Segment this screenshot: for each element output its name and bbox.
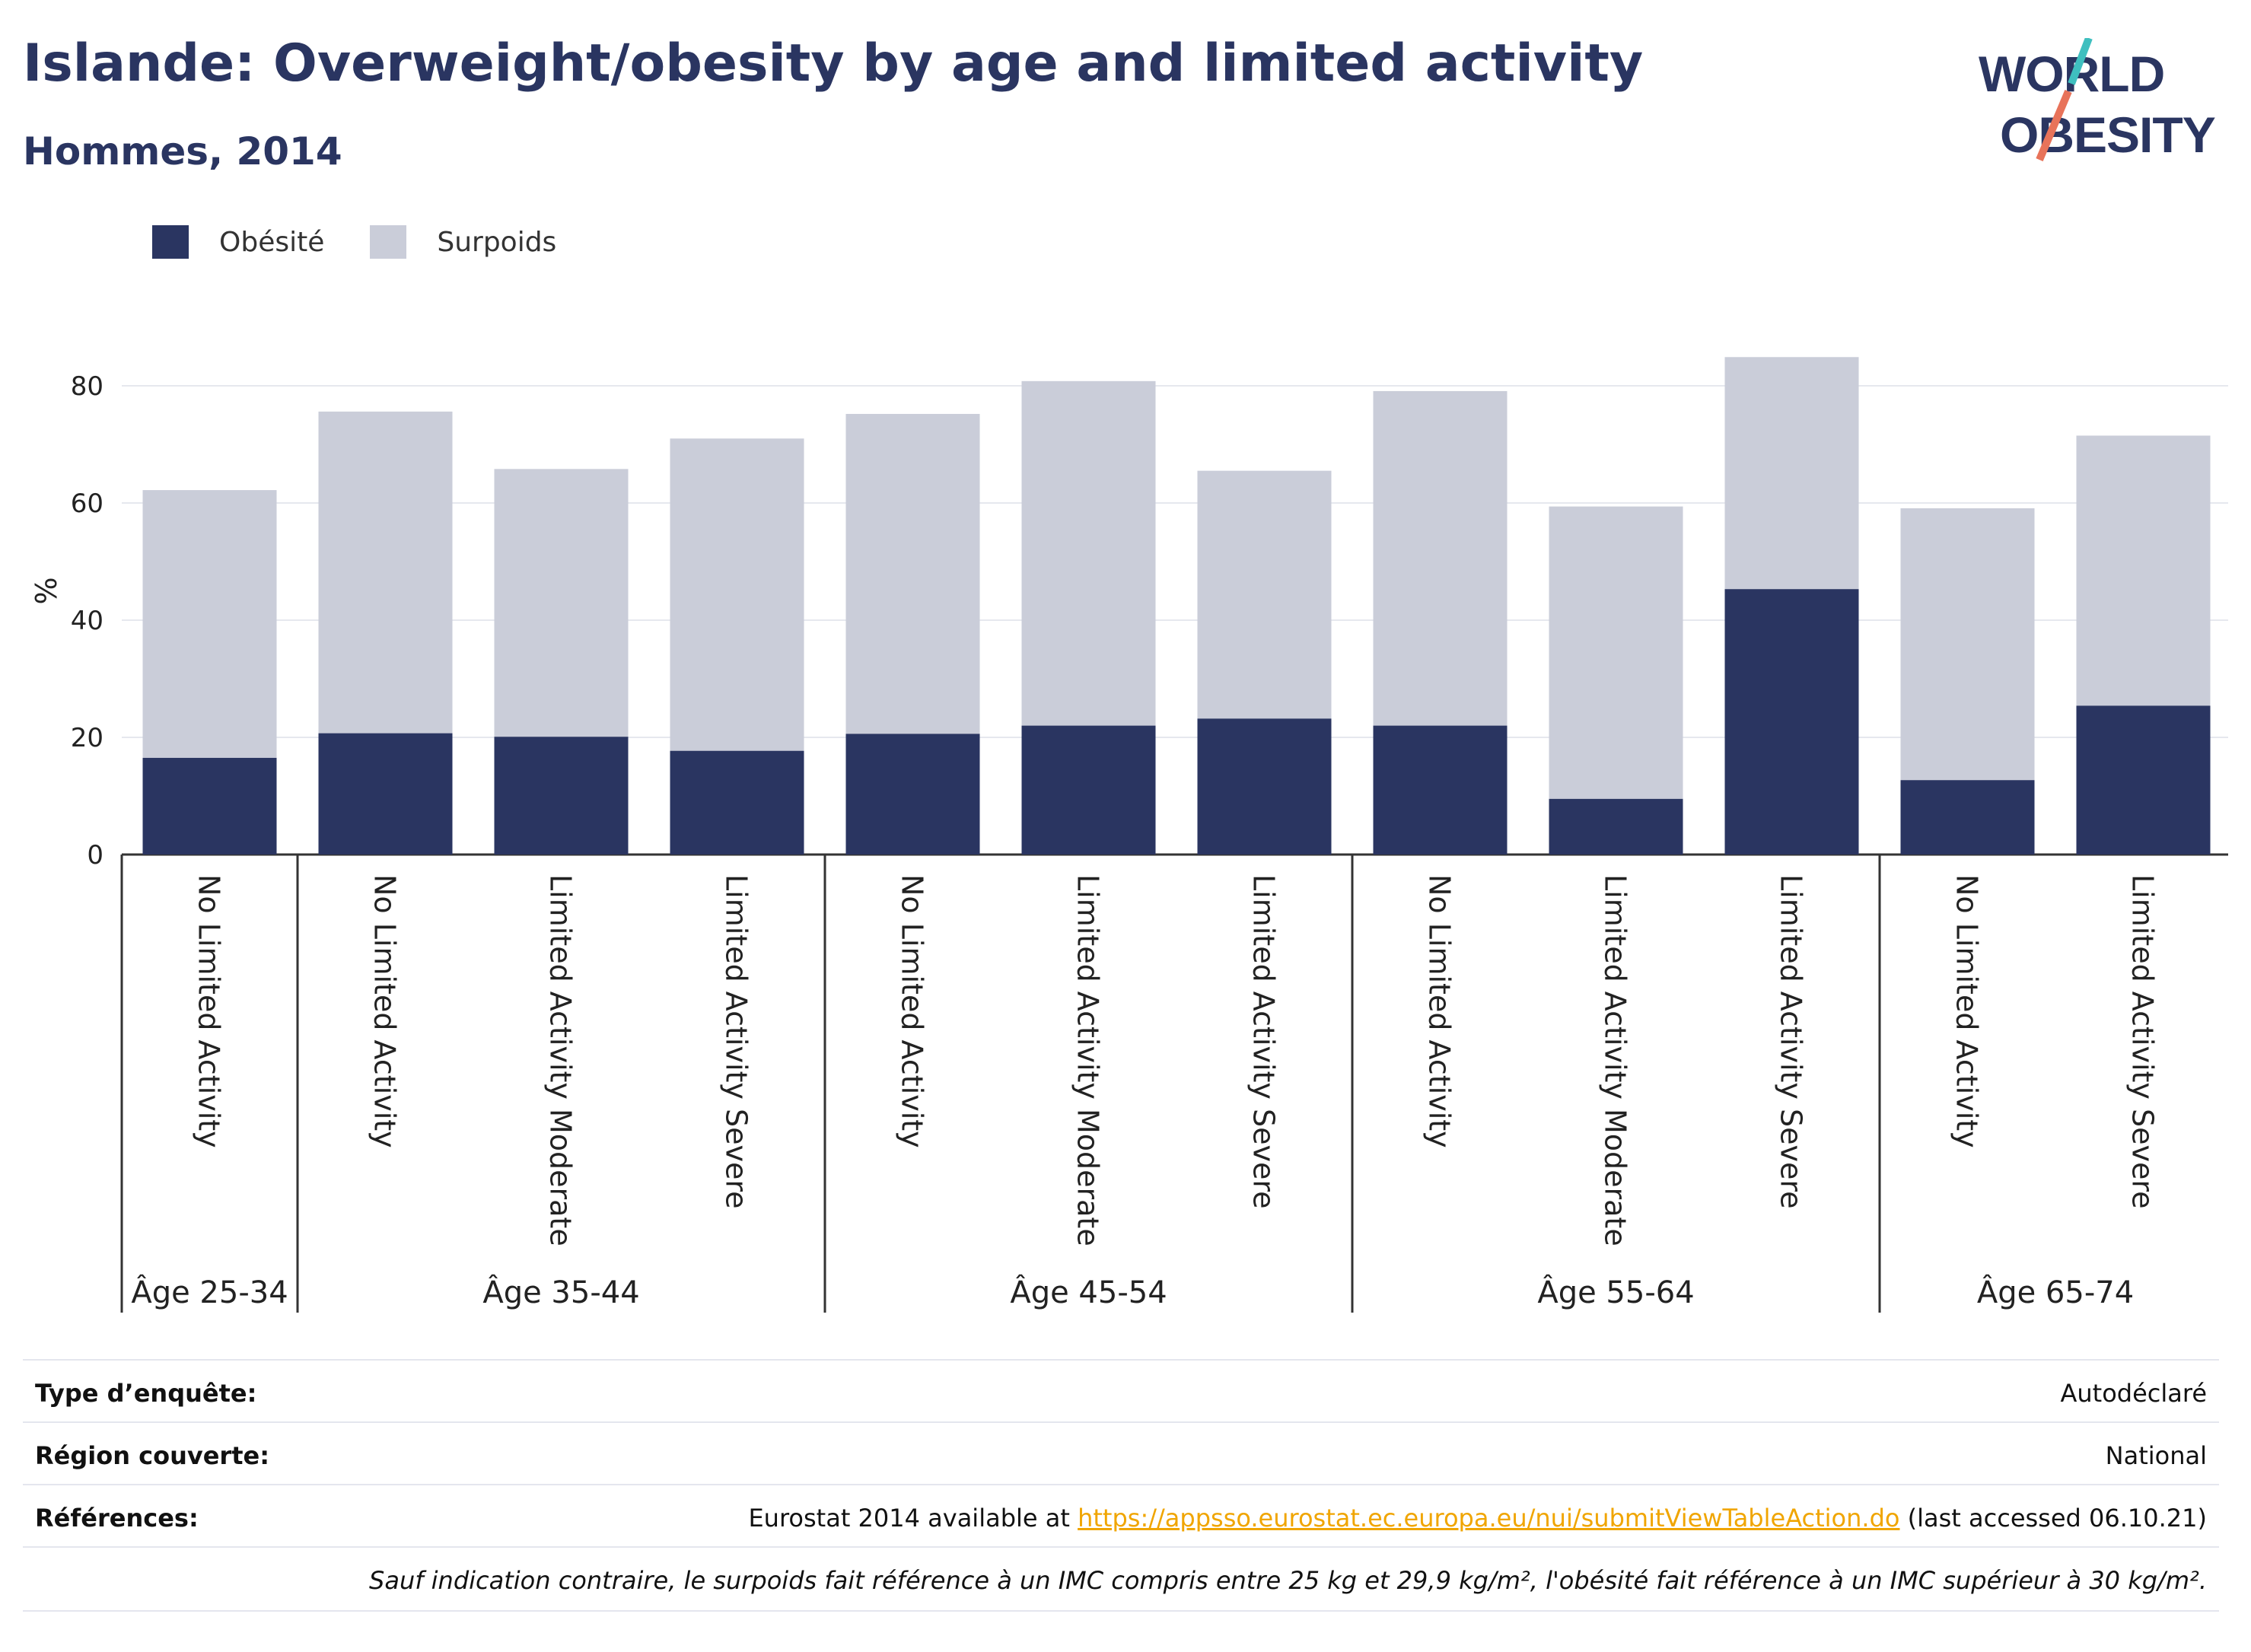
info-row-note: Sauf indication contraire, le surpoids f… [23, 1546, 2219, 1612]
legend-swatch-obesity [152, 225, 189, 259]
definition-note: Sauf indication contraire, le surpoids f… [369, 1566, 2207, 1595]
bar-obesity [1197, 718, 1332, 855]
bar-chart: 0 20 40 60 80% No Limited Activity Âge 25-34 No… [30, 357, 2228, 1313]
world-obesity-logo: WORLD OBESITY [1979, 38, 2216, 163]
references-value: Eurostat 2014 available at https://appss… [748, 1504, 2207, 1533]
region-value: National [2105, 1441, 2207, 1470]
bar-overweight [1021, 380, 1156, 726]
y-tick-label: 60 [71, 489, 103, 519]
bar-obesity [1373, 725, 1508, 855]
x-group-label: Âge 45-54 [1010, 1274, 1167, 1310]
bar-obesity [2076, 705, 2211, 855]
bar-overweight [318, 411, 453, 734]
info-row-references: Références: Eurostat 2014 available at h… [23, 1484, 2219, 1548]
chart-subtitle: Hommes, 2014 [23, 129, 342, 173]
legend-item-obesity[interactable]: Obésité [152, 225, 324, 259]
x-category-label: Limited Activity Severe [1247, 874, 1281, 1209]
legend-swatch-overweight [370, 225, 407, 259]
x-group-label: Âge 55-64 [1537, 1274, 1694, 1310]
legend-item-overweight[interactable]: Surpoids [370, 225, 556, 259]
bar-overweight [1197, 470, 1332, 719]
bar-obesity [1724, 589, 1859, 855]
references-label: Références: [35, 1504, 199, 1533]
chart-title: Islande: Overweight/obesity by age and l… [23, 33, 1644, 94]
logo-slash-teal [2068, 38, 2093, 85]
x-category-label: No Limited Activity [368, 874, 402, 1148]
info-row-region: Région couverte: National [23, 1421, 2219, 1485]
survey-type-label: Type d’enquête: [35, 1379, 257, 1408]
y-tick-label: 80 [71, 371, 103, 402]
x-category-label: Limited Activity Moderate [544, 874, 578, 1246]
x-category-label: Limited Activity Moderate [1599, 874, 1632, 1246]
chart-legend: Obésité Surpoids [152, 225, 602, 259]
x-category-label: Limited Activity Moderate [1071, 874, 1105, 1246]
bar-overweight [670, 438, 804, 751]
x-group-label: Âge 65-74 [1977, 1274, 2134, 1310]
bar-overweight [845, 413, 980, 734]
bar-overweight [1900, 508, 2035, 781]
references-suffix: (last accessed 06.10.21) [1899, 1504, 2207, 1533]
bar-obesity [1549, 798, 1683, 855]
bar-obesity [1900, 780, 2035, 855]
x-group-label: Âge 25-34 [131, 1274, 288, 1310]
info-row-survey: Type d’enquête: Autodéclaré [23, 1359, 2219, 1423]
x-category-label: No Limited Activity [1950, 874, 1984, 1148]
x-category-label: Limited Activity Severe [720, 874, 753, 1209]
references-link[interactable]: https://appsso.eurostat.ec.europa.eu/nui… [1078, 1504, 1900, 1533]
logo-line2: OBESITY [2000, 107, 2215, 163]
x-category-label: Limited Activity Severe [2126, 874, 2160, 1209]
bar-obesity [494, 737, 629, 855]
x-group-label: Âge 35-44 [482, 1274, 639, 1310]
bar-overweight [494, 469, 629, 737]
y-tick-label: 0 [87, 840, 103, 871]
logo-slash-coral [2036, 90, 2072, 161]
bar-obesity [1021, 725, 1156, 855]
legend-label-overweight: Surpoids [437, 226, 557, 258]
x-category-label: No Limited Activity [193, 874, 226, 1148]
bar-overweight [2076, 435, 2211, 706]
bar-obesity [670, 750, 804, 855]
region-label: Région couverte: [35, 1441, 269, 1470]
bar-overweight [142, 490, 277, 758]
y-tick-label: 20 [71, 723, 103, 753]
x-category-label: No Limited Activity [896, 874, 929, 1148]
bar-overweight [1373, 390, 1508, 726]
bar-obesity [845, 734, 980, 855]
bar-overweight [1724, 357, 1859, 590]
y-tick-label: 40 [71, 606, 103, 636]
survey-type-value: Autodéclaré [2060, 1379, 2207, 1408]
legend-label-obesity: Obésité [219, 226, 325, 258]
bar-obesity [318, 733, 453, 855]
x-category-label: No Limited Activity [1423, 874, 1457, 1148]
references-prefix: Eurostat 2014 available at [748, 1504, 1078, 1533]
y-axis-label: % [30, 577, 63, 604]
x-category-label: Limited Activity Severe [1775, 874, 1808, 1209]
bar-overweight [1549, 506, 1683, 799]
bar-obesity [142, 757, 277, 855]
